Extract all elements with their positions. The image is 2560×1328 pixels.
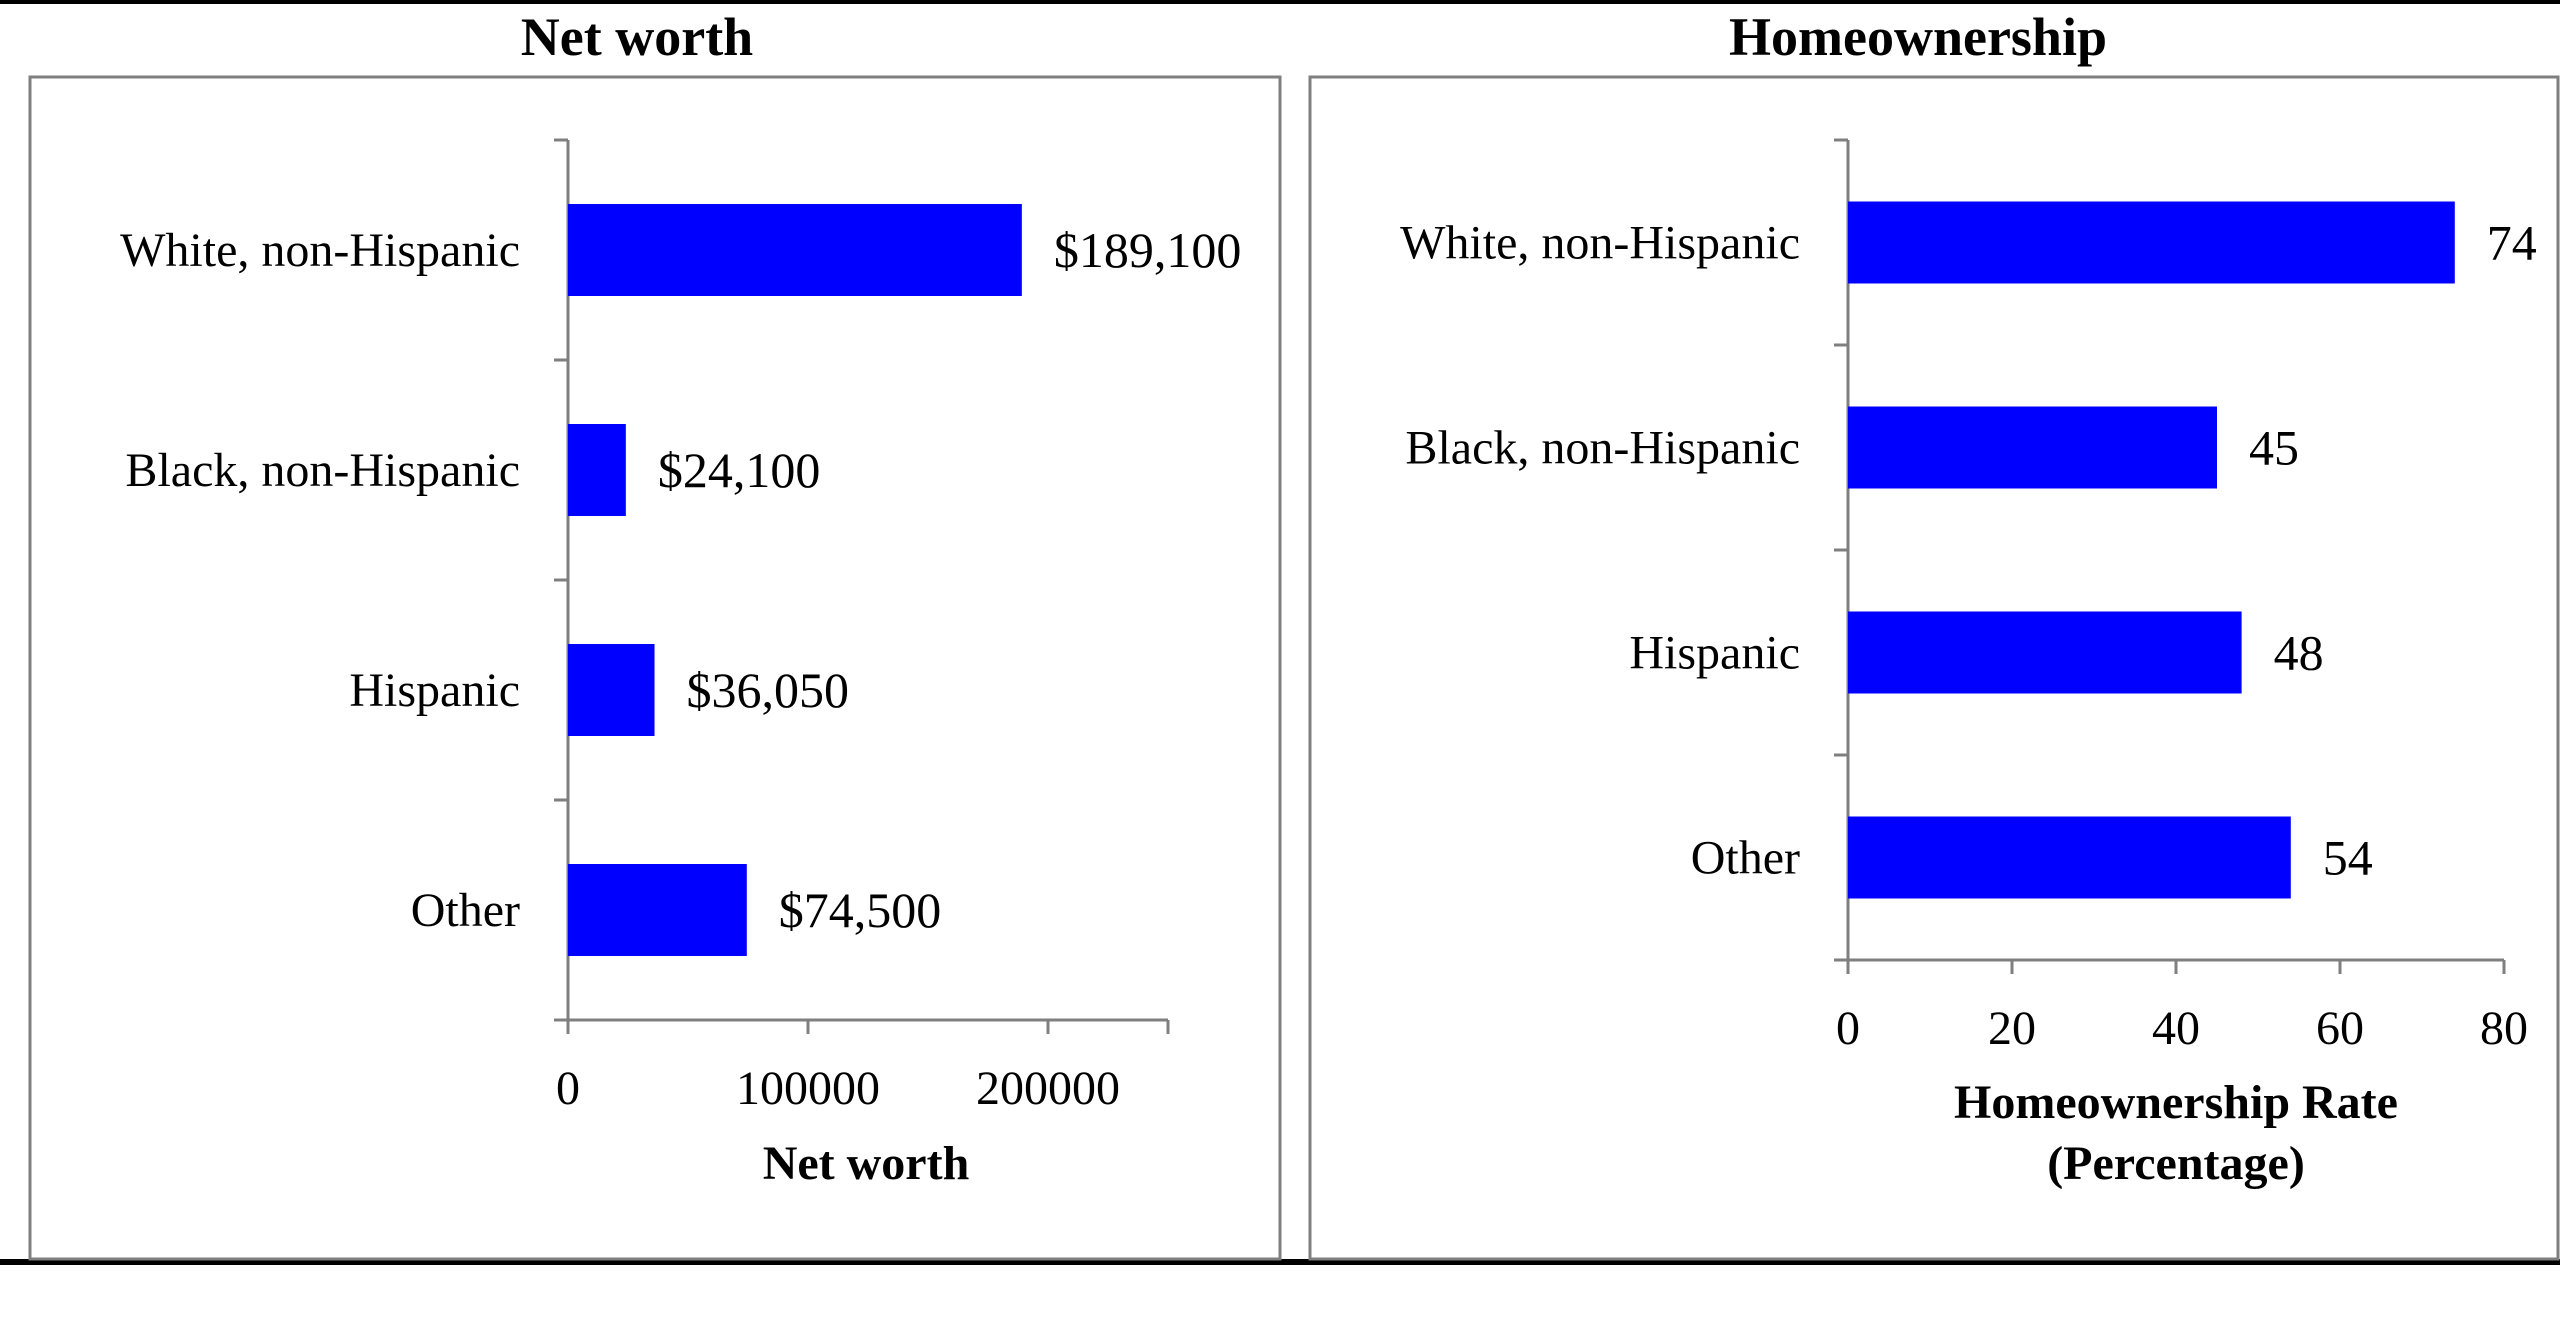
homeownership-frame bbox=[1308, 75, 2560, 1261]
homeownership-value-label: 48 bbox=[2274, 625, 2324, 681]
net-worth-bar bbox=[568, 864, 747, 956]
net-worth-x-tick-label: 200000 bbox=[976, 1062, 1120, 1115]
homeownership-value-label: 74 bbox=[2487, 215, 2537, 271]
net-worth-bar bbox=[568, 204, 1022, 296]
homeownership-category-label: Black, non-Hispanic bbox=[1405, 422, 1800, 475]
homeownership-value-label: 54 bbox=[2323, 830, 2373, 886]
homeownership-bar bbox=[1848, 816, 2291, 899]
homeownership-category-label: Hispanic bbox=[1629, 627, 1800, 680]
homeownership-category-label: White, non-Hispanic bbox=[1400, 217, 1800, 270]
net-worth-category-label: White, non-Hispanic bbox=[120, 224, 520, 277]
homeownership-x-tick-label: 20 bbox=[1988, 1002, 2036, 1055]
homeownership-x-axis-label-line-1: Homeownership Rate bbox=[1954, 1076, 2398, 1129]
net-worth-category-label: Other bbox=[411, 884, 520, 937]
net-worth-x-axis-label: Net worth bbox=[763, 1137, 970, 1190]
net-worth-bar bbox=[568, 644, 655, 736]
homeownership-plot: 0 20 40 60 80 White, non-Hispanic 74 Black, non… bbox=[1400, 138, 2537, 1055]
homeownership-bar bbox=[1848, 611, 2242, 694]
homeownership-value-label: 45 bbox=[2249, 420, 2299, 476]
homeownership-x-tick-label: 60 bbox=[2316, 1002, 2364, 1055]
net-worth-frame bbox=[28, 75, 1282, 1261]
net-worth-x-tick-label: 100000 bbox=[736, 1062, 880, 1115]
net-worth-bar bbox=[568, 424, 626, 516]
net-worth-value-label: $36,050 bbox=[687, 662, 850, 718]
net-worth-value-label: $189,100 bbox=[1054, 222, 1242, 278]
homeownership-x-tick-label: 40 bbox=[2152, 1002, 2200, 1055]
net-worth-x-tick-label: 0 bbox=[556, 1062, 580, 1115]
net-worth-value-label: $24,100 bbox=[658, 442, 821, 498]
homeownership-title: Homeownership bbox=[1729, 7, 2107, 67]
net-worth-value-label: $74,500 bbox=[779, 882, 942, 938]
net-worth-title: Net worth bbox=[521, 7, 753, 67]
homeownership-panel: Homeownership 0 20 40 60 80 White, non-Hispan… bbox=[1308, 7, 2560, 1261]
net-worth-category-label: Hispanic bbox=[349, 664, 520, 717]
homeownership-x-axis-label-line-2: (Percentage) bbox=[2047, 1137, 2305, 1190]
homeownership-x-tick-label: 0 bbox=[1836, 1002, 1860, 1055]
homeownership-x-tick-label: 80 bbox=[2480, 1002, 2528, 1055]
net-worth-category-label: Black, non-Hispanic bbox=[125, 444, 520, 497]
homeownership-bar bbox=[1848, 201, 2455, 284]
homeownership-category-label: Other bbox=[1691, 832, 1800, 885]
net-worth-plot: 0 100000 200000 White, non-Hispanic $189,100… bbox=[120, 138, 1242, 1115]
homeownership-bar bbox=[1848, 406, 2217, 489]
net-worth-panel: Net worth 0 100000 200000 White, non-Hispan… bbox=[28, 7, 1282, 1261]
